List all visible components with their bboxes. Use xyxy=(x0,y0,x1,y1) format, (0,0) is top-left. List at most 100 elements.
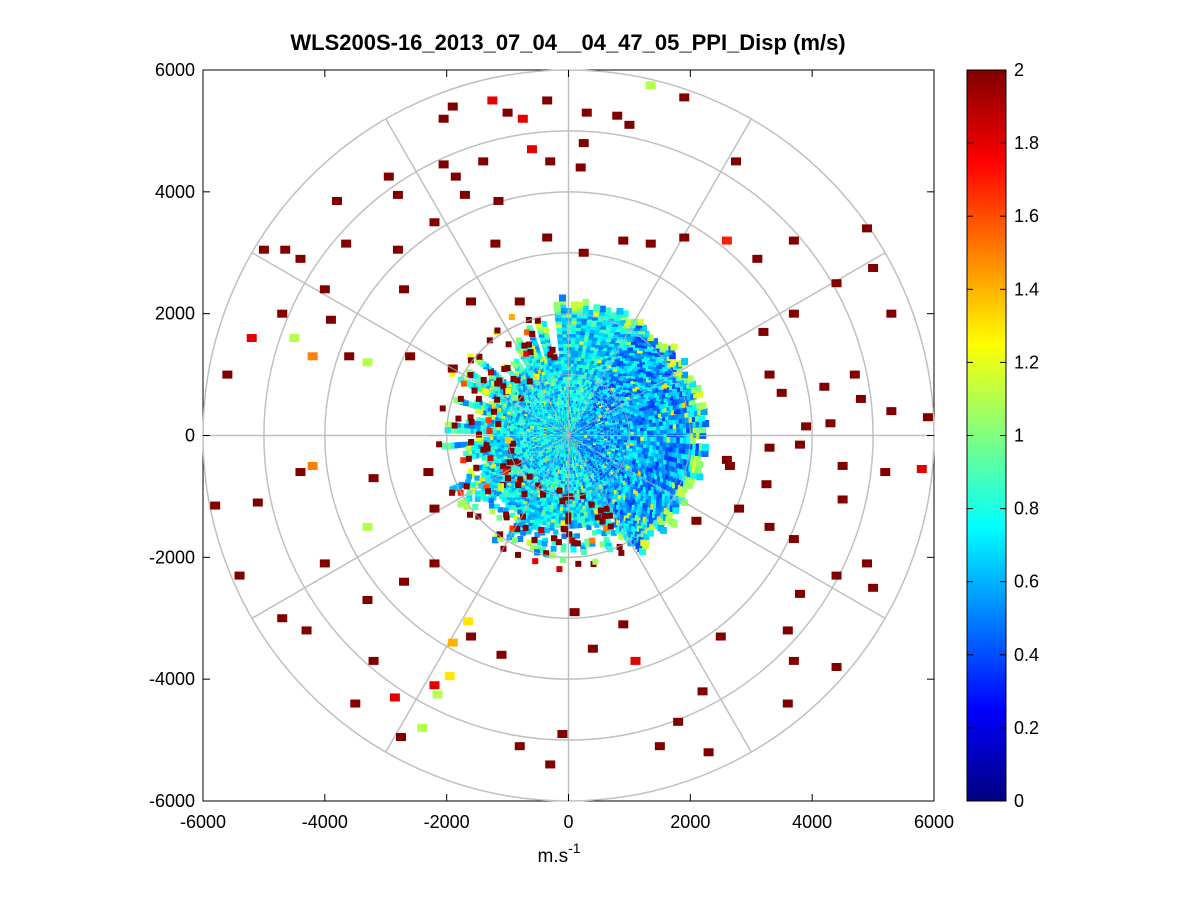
dense-cell xyxy=(533,344,539,350)
dense-cell xyxy=(616,444,620,449)
dense-cell xyxy=(528,401,532,405)
dense-cell xyxy=(602,459,606,463)
dense-cell xyxy=(591,530,598,536)
dense-cell xyxy=(668,450,674,457)
dense-cell xyxy=(568,471,572,475)
dense-cell xyxy=(549,552,556,559)
dense-cell xyxy=(475,513,482,520)
dense-cell xyxy=(550,393,554,397)
dense-cell xyxy=(509,431,514,435)
dense-cell xyxy=(596,497,601,502)
dense-cell xyxy=(571,481,575,485)
dense-cell xyxy=(513,429,517,433)
dense-cell xyxy=(509,512,516,518)
dense-cell xyxy=(551,392,555,396)
dense-cell xyxy=(593,498,598,503)
dense-cell xyxy=(441,443,448,450)
dense-cell xyxy=(605,528,612,535)
dense-cell xyxy=(491,471,497,477)
dense-cell xyxy=(569,345,575,351)
dense-cell xyxy=(525,341,532,348)
dense-cell xyxy=(564,484,568,488)
dense-cell xyxy=(618,396,623,401)
dense-cell xyxy=(611,410,615,414)
dense-cell xyxy=(661,402,668,408)
dense-cell xyxy=(618,457,623,462)
dense-cell xyxy=(639,386,645,391)
dense-cell xyxy=(590,320,597,327)
dense-cell xyxy=(551,471,555,475)
dense-cell xyxy=(525,455,529,459)
dense-cell xyxy=(559,308,567,315)
dense-cell xyxy=(553,360,558,365)
dense-cell xyxy=(645,415,650,421)
dense-cell xyxy=(614,458,618,463)
dense-cell xyxy=(606,355,612,361)
dense-cell xyxy=(584,351,590,356)
dense-cell xyxy=(531,479,536,483)
dense-cell xyxy=(485,407,491,413)
dense-cell xyxy=(562,380,566,384)
dense-cell xyxy=(585,477,589,481)
dense-cell xyxy=(678,402,686,409)
dense-cell xyxy=(484,411,490,417)
dense-cell xyxy=(556,328,563,335)
dense-cell xyxy=(585,372,590,377)
dense-cell xyxy=(642,405,647,411)
dense-cell xyxy=(609,466,613,470)
dense-cell xyxy=(620,368,625,374)
dense-cell xyxy=(582,505,587,510)
dense-cell xyxy=(556,480,560,484)
dense-cell xyxy=(612,398,616,403)
dense-cell xyxy=(586,341,592,347)
dense-cell xyxy=(577,387,581,391)
dense-cell xyxy=(529,399,533,403)
dense-cell xyxy=(554,311,562,319)
dense-cell xyxy=(592,516,598,522)
dense-cell xyxy=(609,489,614,494)
dense-cell xyxy=(564,490,568,495)
dense-cell xyxy=(657,412,663,418)
dense-cell xyxy=(696,390,704,398)
dense-cell xyxy=(605,406,609,410)
dense-cell xyxy=(585,518,590,524)
dense-cell xyxy=(520,453,524,457)
dense-cell xyxy=(561,376,566,381)
dense-cell xyxy=(579,385,584,389)
dense-cell xyxy=(573,516,579,522)
dense-cell xyxy=(577,384,582,388)
dense-cell xyxy=(659,518,666,526)
dense-cell xyxy=(608,341,614,347)
dense-cell xyxy=(581,347,587,352)
dense-cell xyxy=(605,461,609,465)
dense-cell xyxy=(647,529,654,537)
dense-cell xyxy=(579,388,583,392)
dense-cell xyxy=(608,399,612,403)
dense-cell xyxy=(530,451,534,455)
dense-cell xyxy=(550,485,554,489)
dense-cell xyxy=(483,403,489,409)
dense-cell xyxy=(637,403,643,409)
dense-cell xyxy=(551,482,555,486)
dense-cell xyxy=(636,442,641,447)
dense-cell xyxy=(632,479,637,485)
dense-cell xyxy=(663,428,669,434)
dense-cell xyxy=(455,422,461,429)
dense-cell xyxy=(632,484,638,490)
chart-title: WLS200S-16_2013_07_04__04_47_05_PPI_Disp… xyxy=(290,30,845,55)
dense-cell xyxy=(573,523,579,529)
dense-cell xyxy=(485,436,491,442)
dense-cell xyxy=(606,442,610,446)
dense-cell xyxy=(538,471,542,475)
dense-cell xyxy=(573,520,579,525)
dense-cell xyxy=(482,422,488,427)
dense-cell xyxy=(514,490,519,495)
dense-cell xyxy=(662,445,668,451)
dense-cell xyxy=(497,531,504,538)
dense-cell xyxy=(569,376,573,381)
dense-cell xyxy=(661,463,668,469)
dense-cell xyxy=(477,465,483,471)
dense-cell xyxy=(525,412,529,416)
dense-cell xyxy=(599,352,605,358)
dense-cell xyxy=(570,390,574,394)
